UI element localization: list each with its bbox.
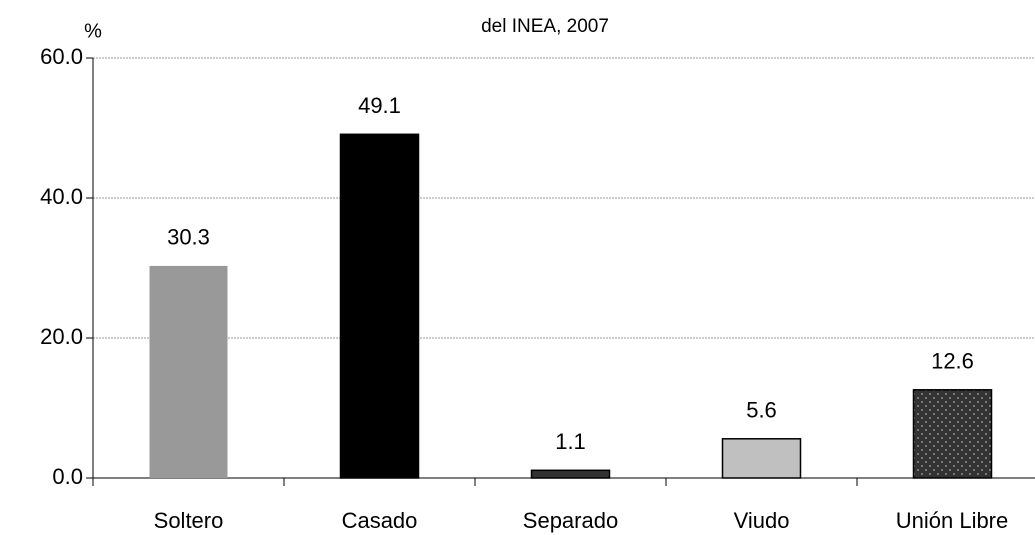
- bar: [912, 389, 993, 479]
- y-tick-label: 0.0: [52, 464, 83, 489]
- x-tick-label: Casado: [342, 508, 418, 533]
- y-tick-label: 20.0: [40, 324, 83, 349]
- x-tick-label: Soltero: [154, 508, 224, 533]
- x-tick-label: Unión Libre: [896, 508, 1009, 533]
- y-axis-label: %: [84, 20, 102, 42]
- bar: [149, 265, 228, 478]
- data-label: 5.6: [746, 398, 777, 423]
- data-label: 49.1: [358, 93, 401, 118]
- data-label: 1.1: [555, 429, 586, 454]
- bar: [339, 133, 420, 479]
- data-label: 30.3: [167, 225, 210, 250]
- y-tick-label: 60.0: [40, 44, 83, 69]
- bar: [530, 469, 611, 479]
- y-tick-label: 40.0: [40, 184, 83, 209]
- bar: [721, 438, 802, 479]
- x-tick-label: Viudo: [734, 508, 790, 533]
- data-label: 12.6: [931, 349, 974, 374]
- chart-title: del INEA, 2007: [481, 16, 609, 37]
- x-tick-label: Separado: [523, 508, 618, 533]
